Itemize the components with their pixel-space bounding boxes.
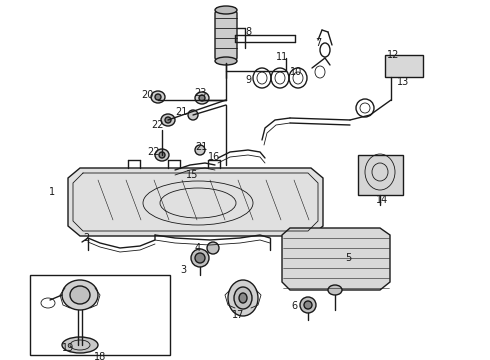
Ellipse shape: [239, 293, 247, 303]
Ellipse shape: [191, 249, 209, 267]
Ellipse shape: [300, 297, 316, 313]
Text: 16: 16: [208, 152, 220, 162]
Text: 21: 21: [175, 107, 187, 117]
Text: 13: 13: [397, 77, 409, 87]
Bar: [358, 155, 403, 195]
Text: 19: 19: [62, 343, 74, 353]
Text: 22: 22: [147, 147, 159, 157]
Bar: [385, 55, 423, 77]
Text: 15: 15: [186, 170, 198, 180]
Polygon shape: [68, 168, 323, 236]
Ellipse shape: [199, 95, 205, 101]
Ellipse shape: [304, 301, 312, 309]
Ellipse shape: [155, 149, 169, 161]
Text: 5: 5: [345, 253, 351, 263]
Ellipse shape: [151, 91, 165, 103]
Text: 2: 2: [83, 233, 89, 243]
Text: 21: 21: [195, 142, 207, 152]
Polygon shape: [282, 228, 390, 290]
Text: 14: 14: [376, 195, 388, 205]
Ellipse shape: [159, 152, 165, 158]
Ellipse shape: [165, 117, 171, 123]
Ellipse shape: [62, 280, 98, 310]
Text: 22: 22: [151, 120, 163, 130]
Text: 17: 17: [232, 310, 244, 320]
Ellipse shape: [188, 110, 198, 120]
Text: 4: 4: [195, 243, 201, 253]
Ellipse shape: [228, 280, 258, 316]
Ellipse shape: [328, 285, 342, 295]
Text: 18: 18: [94, 352, 106, 360]
Ellipse shape: [215, 57, 237, 65]
Bar: [30, 275, 170, 355]
Ellipse shape: [62, 337, 98, 353]
Ellipse shape: [161, 114, 175, 126]
Ellipse shape: [195, 145, 205, 155]
Text: 9: 9: [245, 75, 251, 85]
Ellipse shape: [70, 286, 90, 304]
Ellipse shape: [155, 94, 161, 100]
Ellipse shape: [234, 287, 252, 309]
Text: 3: 3: [180, 265, 186, 275]
Ellipse shape: [207, 242, 219, 254]
Text: 7: 7: [315, 38, 321, 48]
Text: 12: 12: [387, 50, 399, 60]
Ellipse shape: [215, 6, 237, 14]
Text: 1: 1: [49, 187, 55, 197]
Text: 6: 6: [291, 301, 297, 311]
Text: 23: 23: [194, 88, 206, 98]
Text: 20: 20: [141, 90, 153, 100]
Text: 8: 8: [245, 27, 251, 37]
Polygon shape: [215, 8, 237, 63]
Text: 10: 10: [290, 67, 302, 77]
Ellipse shape: [195, 253, 205, 263]
Text: 11: 11: [276, 52, 288, 62]
Ellipse shape: [195, 92, 209, 104]
